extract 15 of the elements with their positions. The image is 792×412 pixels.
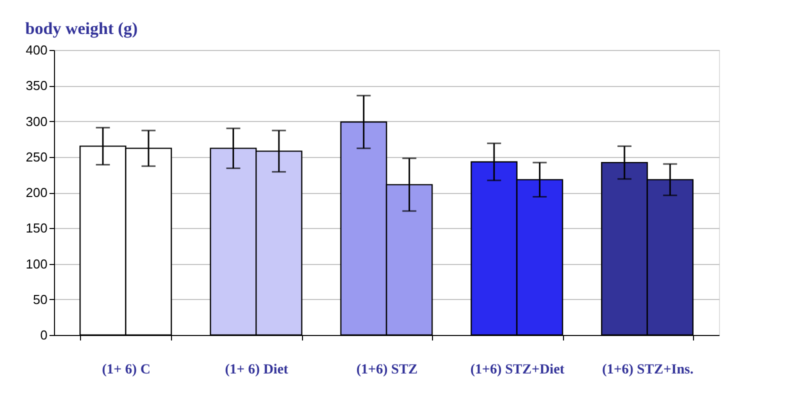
y-tick-label: 300	[26, 114, 48, 129]
y-tick-label: 0	[40, 328, 48, 342]
y-tick-label: 350	[26, 78, 48, 94]
x-tick-label: (1+6) STZ	[356, 362, 418, 378]
y-tick-label: 100	[26, 256, 48, 272]
y-tick-label: 400	[26, 42, 48, 58]
x-tick-label: (1+6) STZ+Diet	[470, 362, 565, 378]
y-tick-label: 150	[26, 220, 48, 236]
x-tick-label: (1+ 6) Diet	[225, 362, 289, 378]
x-tick-label: (1+ 6) C	[102, 362, 150, 378]
chart-title: body weight (g)	[25, 19, 138, 38]
y-tick-label: 250	[26, 149, 48, 164]
x-tick-label: (1+6) STZ+Ins.	[602, 362, 694, 378]
y-tick-label: 200	[26, 185, 48, 200]
y-tick-label: 50	[33, 292, 48, 307]
